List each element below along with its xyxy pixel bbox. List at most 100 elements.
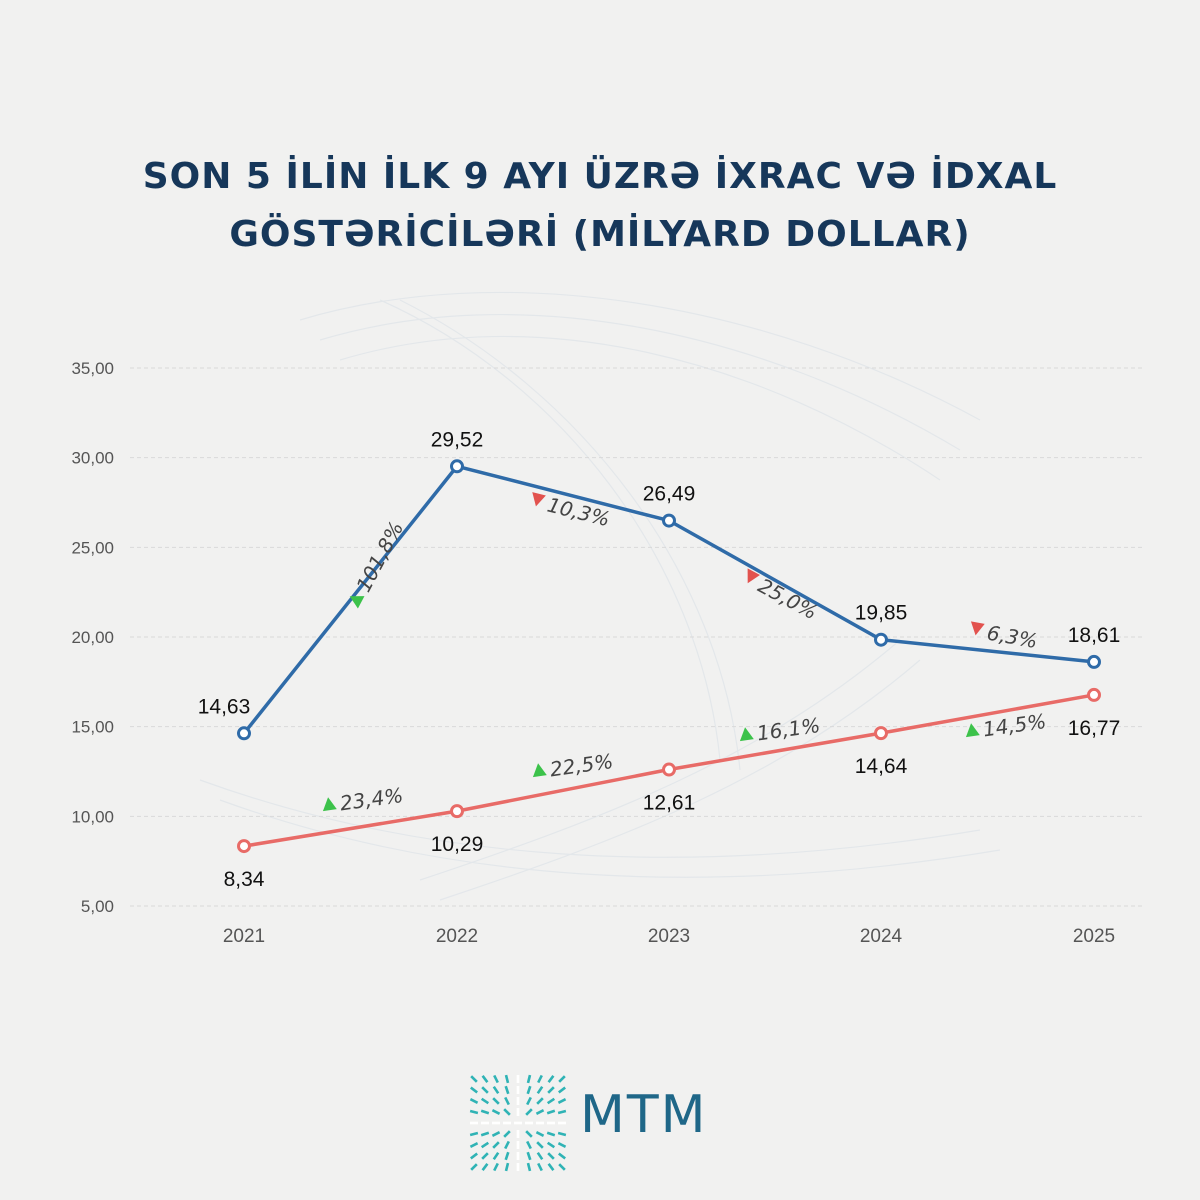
data-labels: 14,63 29,52 26,49 19,85 18,61 8,34 10,29 12,61 1… bbox=[198, 428, 1121, 891]
logo-mark bbox=[504, 1096, 510, 1106]
logo-mark bbox=[469, 1109, 479, 1115]
y-tick-label: 30,00 bbox=[71, 449, 114, 468]
logo-mark bbox=[526, 1140, 532, 1150]
red-value-label: 8,34 bbox=[224, 868, 265, 891]
red-value-label: 16,77 bbox=[1068, 717, 1121, 740]
blue-value-label: 29,52 bbox=[431, 428, 484, 451]
blue-value-label: 18,61 bbox=[1068, 624, 1121, 647]
logo-mark bbox=[480, 1141, 490, 1149]
logo-mark bbox=[536, 1121, 544, 1125]
logo-mark bbox=[469, 1142, 479, 1148]
series-lines bbox=[237, 459, 1101, 854]
logo-mark bbox=[481, 1152, 489, 1160]
y-tick-label: 10,00 bbox=[71, 807, 114, 826]
x-axis: 2021 2022 2023 2024 2025 bbox=[223, 926, 1115, 947]
chart-title-line-1: SON 5 İLİN İLK 9 AYI ÜZRƏ İXRAC VƏ İDXAL bbox=[142, 156, 1058, 197]
logo-mark bbox=[536, 1151, 544, 1161]
up-arrow-icon bbox=[532, 763, 547, 778]
blue-value-label: 26,49 bbox=[643, 483, 696, 506]
logo-mark bbox=[470, 1121, 478, 1125]
down-arrow-icon bbox=[970, 621, 985, 636]
red-value-label: 12,61 bbox=[643, 792, 696, 815]
logo-mark bbox=[557, 1131, 567, 1137]
y-tick-label: 5,00 bbox=[81, 897, 114, 916]
logo-mark bbox=[516, 1108, 520, 1116]
logo-mark bbox=[491, 1131, 501, 1137]
down-arrow-icon bbox=[747, 568, 760, 584]
red-value-label: 10,29 bbox=[431, 833, 484, 856]
change-percent-text: 16,1% bbox=[755, 713, 821, 746]
logo-mark bbox=[514, 1121, 522, 1125]
mtm-logo-text: MTM bbox=[580, 1085, 708, 1145]
logo-mark bbox=[516, 1130, 520, 1138]
logo-mark bbox=[546, 1131, 556, 1137]
logo-mark bbox=[503, 1130, 511, 1138]
logo-mark bbox=[547, 1163, 555, 1171]
up-arrow-icon bbox=[322, 797, 337, 812]
blue-series-line bbox=[242, 464, 1095, 735]
down-arrow-icon bbox=[532, 492, 546, 507]
logo-mark bbox=[492, 1097, 500, 1105]
logo-mark bbox=[481, 1075, 489, 1083]
logo-mark bbox=[492, 1121, 500, 1125]
logo-mark bbox=[557, 1098, 567, 1104]
x-tick-label: 2023 bbox=[648, 926, 690, 947]
red-value-label: 14,64 bbox=[855, 755, 908, 778]
change-percent-text: 6,3% bbox=[985, 621, 1039, 653]
logo-mark bbox=[504, 1162, 510, 1172]
y-tick-label: 15,00 bbox=[71, 718, 114, 737]
red-data-point bbox=[1087, 687, 1101, 702]
logo-mark bbox=[491, 1109, 501, 1115]
logo-mark bbox=[492, 1151, 500, 1161]
logo-mark bbox=[516, 1086, 520, 1094]
blue-change-label: 101,8% bbox=[349, 517, 408, 609]
logo-mark bbox=[493, 1162, 499, 1172]
red-change-label: 16,1% bbox=[739, 713, 822, 746]
x-tick-label: 2025 bbox=[1073, 926, 1115, 947]
red-data-point bbox=[450, 804, 464, 819]
logo-mark bbox=[503, 1108, 511, 1116]
logo-mark bbox=[470, 1152, 478, 1160]
logo-mark bbox=[546, 1097, 556, 1105]
red-data-point bbox=[237, 839, 251, 854]
logo-mark bbox=[481, 1086, 489, 1094]
red-change-label: 22,5% bbox=[532, 749, 615, 782]
logo-mark bbox=[525, 1130, 533, 1138]
logo-mark bbox=[470, 1075, 478, 1083]
logo-mark bbox=[547, 1086, 555, 1094]
logo-mark bbox=[469, 1131, 479, 1137]
logo-mark bbox=[558, 1121, 566, 1125]
logo-mark bbox=[547, 1121, 555, 1125]
logo-mark bbox=[470, 1163, 478, 1171]
logo-mark bbox=[470, 1086, 478, 1094]
red-change-label: 23,4% bbox=[322, 783, 405, 816]
red-data-point bbox=[662, 762, 676, 777]
logo-mark bbox=[536, 1085, 544, 1095]
logo-mark bbox=[480, 1109, 490, 1115]
logo-mark bbox=[525, 1108, 533, 1116]
up-arrow-icon bbox=[349, 596, 365, 609]
logo-mark bbox=[516, 1163, 520, 1171]
logo-mark bbox=[526, 1085, 532, 1095]
logo-mark bbox=[537, 1162, 543, 1172]
logo-mark bbox=[536, 1141, 544, 1149]
up-arrow-icon bbox=[965, 723, 980, 738]
logo-mark bbox=[480, 1131, 490, 1137]
logo-mark bbox=[516, 1075, 520, 1083]
logo-mark bbox=[558, 1163, 566, 1171]
logo-mark bbox=[492, 1085, 500, 1095]
y-tick-label: 25,00 bbox=[71, 538, 114, 557]
blue-data-point bbox=[874, 632, 888, 647]
blue-change-label: 25,0% bbox=[747, 568, 821, 624]
logo-mark bbox=[558, 1086, 566, 1094]
blue-data-point bbox=[1087, 654, 1101, 669]
change-percent-text: 25,0% bbox=[754, 573, 821, 624]
logo-mark bbox=[547, 1075, 555, 1083]
logo-mark bbox=[547, 1152, 555, 1160]
logo-mark bbox=[503, 1121, 511, 1125]
logo-mark bbox=[481, 1121, 489, 1125]
logo-mark bbox=[469, 1098, 479, 1104]
logo-mark bbox=[537, 1074, 543, 1084]
up-arrow-icon bbox=[739, 727, 754, 742]
blue-change-label: 6,3% bbox=[970, 621, 1039, 653]
